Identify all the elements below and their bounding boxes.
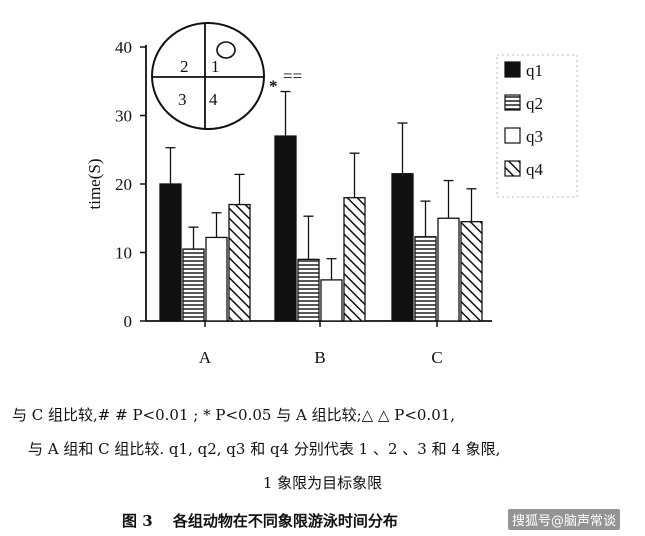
x-tick-label-c: C [431,348,442,367]
legend-label-q2: q2 [526,94,543,113]
x-tick-label-a: A [199,348,212,367]
inset-target-platform [216,41,236,59]
legend: q1 q2 q3 q4 [496,54,578,198]
bar-q2-c [414,236,437,322]
quadrant-inset: 2 1 3 4 [151,22,265,130]
bar-q3-a [205,236,228,322]
bars-group [159,135,483,322]
legend-swatch-q3 [504,127,521,144]
y-tick-label: 30 [115,107,132,126]
error-bars-group [165,90,477,280]
bar-q1-c [391,173,414,322]
legend-label-q1: q1 [526,61,543,80]
watermark: 搜狐号@脑声常谈 [508,509,621,530]
annotation-hash: == [283,67,302,86]
figure-title: 图 3 各组动物在不同象限游泳时间分布 [122,512,398,530]
y-tick-label: 40 [115,38,132,57]
annotation-star: * [269,77,278,96]
legend-swatch-q1 [504,61,521,78]
caption-line-3: 1 象限为目标象限 [262,474,383,492]
legend-label-q4: q4 [526,160,544,179]
bar-q3-c [437,217,460,322]
bar-q4-c [460,221,483,322]
legend-swatch-q2 [504,94,521,111]
y-tick-label: 10 [115,244,132,263]
x-tick-label-b: B [314,348,325,367]
bar-q1-b [274,135,297,322]
y-tick-label: 0 [124,312,133,331]
inset-circle [151,22,265,130]
inset-label-q2: 2 [180,57,189,76]
annotations-group: * == [269,67,302,96]
legend-frame [496,54,578,198]
bar-q2-a [182,248,205,322]
bar-q1-a [159,183,182,322]
bar-q4-b [343,197,366,322]
y-tick-label: 20 [115,175,132,194]
caption-line-1: 与 C 组比较,# # P<0.01 ; * P<0.05 与 A 组比较;△ … [12,406,456,424]
caption-line-2: 与 A 组和 C 组比较. q1, q2, q3 和 q4 分别代表 1 、2 … [28,440,501,458]
inset-label-q1: 1 [211,57,220,76]
inset-label-q4: 4 [209,90,218,109]
ticks-group: 0 10 20 30 40 A B C [115,38,443,367]
legend-label-q3: q3 [526,127,543,146]
y-axis-label: time(S) [85,159,104,210]
bar-q4-a [228,203,251,322]
legend-swatch-q4 [504,160,521,177]
bar-q2-b [297,258,320,322]
bar-q3-b [320,279,343,322]
inset-label-q3: 3 [178,90,187,109]
